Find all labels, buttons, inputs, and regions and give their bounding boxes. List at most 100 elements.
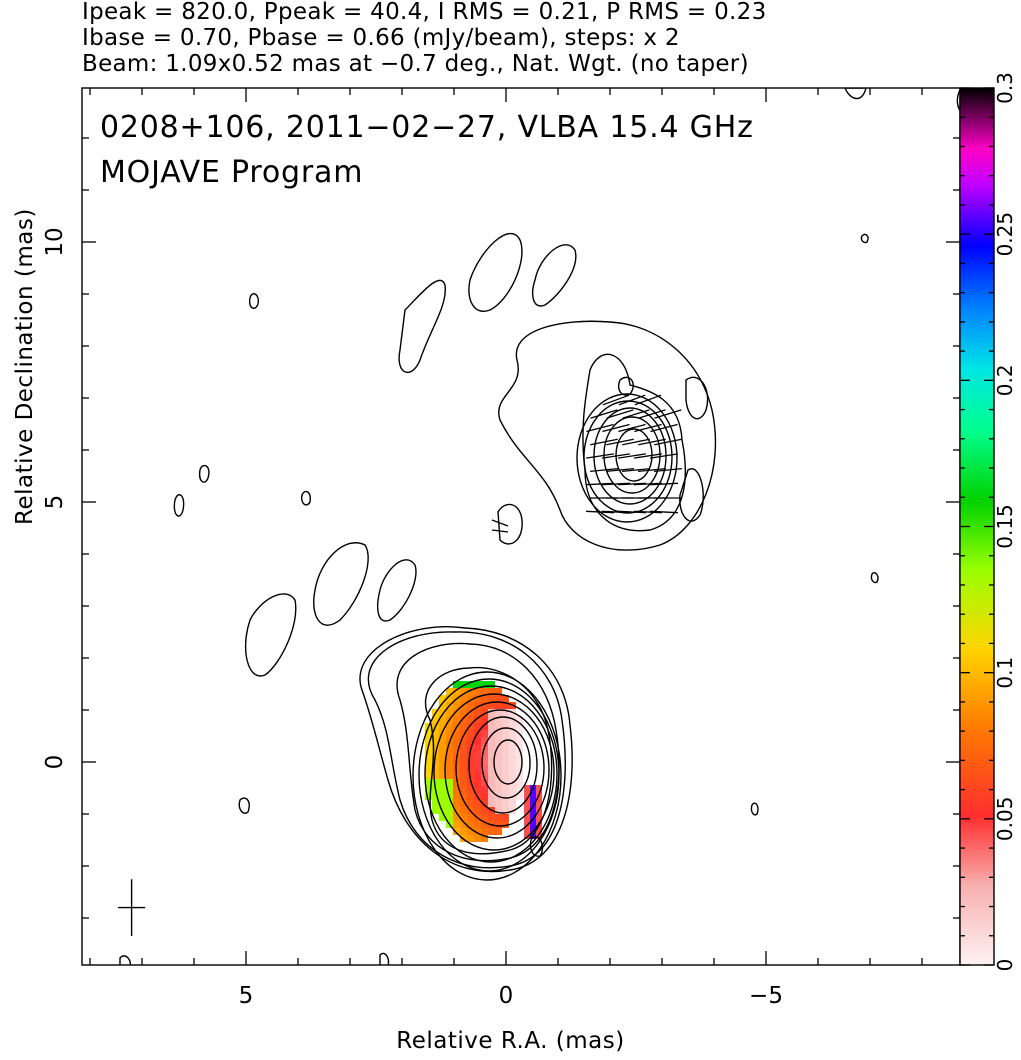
pol-pixel (474, 828, 481, 835)
pol-pixel (439, 779, 446, 786)
pol-pixel (467, 800, 474, 807)
pol-pixel (474, 737, 481, 744)
pol-pixel (467, 828, 474, 835)
evpa-stick (602, 394, 630, 406)
faint-contour (497, 503, 523, 545)
pol-pixel (432, 765, 439, 772)
pol-pixel (524, 815, 530, 821)
pol-pixel (446, 695, 453, 702)
pol-pixel (536, 833, 542, 839)
evpa-stick (590, 438, 618, 446)
faint-contour (750, 802, 759, 816)
pol-pixel (516, 793, 523, 800)
pol-pixel (439, 786, 446, 793)
pol-pixel (432, 779, 439, 786)
pol-pixel (502, 786, 509, 793)
pol-pixel (453, 716, 460, 723)
evpa-stick (618, 423, 646, 433)
core-contour (412, 671, 562, 881)
pol-pixel (439, 716, 446, 723)
pol-pixel (425, 758, 432, 765)
pol-pixel (495, 723, 502, 730)
faint-contour (860, 233, 869, 244)
evpa-stick (586, 423, 614, 433)
pol-pixel (474, 723, 481, 730)
pol-pixel (453, 709, 460, 716)
pol-pixel (439, 737, 446, 744)
core-contour (424, 666, 553, 855)
pol-pixel (488, 758, 495, 765)
pol-pixel (481, 709, 488, 716)
pol-pixel (439, 723, 446, 730)
pol-pixel (446, 744, 453, 751)
pol-pixel (474, 786, 481, 793)
pol-pixel (516, 744, 523, 751)
evpa-stick (586, 453, 614, 459)
jet-contour (679, 468, 704, 522)
pol-pixel (516, 716, 523, 723)
pol-pixel (432, 758, 439, 765)
evpa-stick (622, 409, 650, 419)
pol-pixel (439, 772, 446, 779)
evpa-stick (634, 394, 662, 406)
pol-pixel (516, 751, 523, 758)
pol-pixel (439, 744, 446, 751)
pol-pixel (460, 758, 467, 765)
pol-pixel (446, 765, 453, 772)
pol-pixel (425, 786, 432, 793)
jet-contour (618, 376, 634, 396)
pol-pixel (474, 695, 481, 702)
pol-pixel (432, 772, 439, 779)
pol-pixel (502, 779, 509, 786)
evpa-stick (585, 510, 615, 514)
faint-contour (173, 494, 185, 517)
pol-pixel (453, 688, 460, 695)
pol-pixel (488, 751, 495, 758)
pol-pixel (481, 716, 488, 723)
pol-pixel (467, 723, 474, 730)
pol-pixel (536, 785, 542, 791)
evpa-stick (650, 453, 678, 459)
pol-pixel (488, 702, 495, 709)
pol-pixel (488, 723, 495, 730)
pol-pixel (460, 681, 467, 688)
core-contour (433, 693, 555, 851)
pol-pixel (432, 744, 439, 751)
pol-pixel (446, 688, 453, 695)
colorbar-tick-label: 0.25 (993, 212, 1017, 257)
pol-pixel (502, 716, 509, 723)
pol-pixel (446, 807, 453, 814)
pol-pixel (453, 681, 460, 688)
pol-pixel (439, 793, 446, 800)
y-axis-label: Relative Declination (mas) (12, 208, 38, 525)
pol-pixel (481, 828, 488, 835)
pol-pixel (460, 793, 467, 800)
faint-contour (244, 593, 297, 677)
pol-pixel (474, 716, 481, 723)
pol-pixel (467, 835, 474, 842)
faint-contour (248, 293, 260, 309)
pol-pixel (488, 765, 495, 772)
evpa-stick (633, 482, 663, 486)
pol-pixel (453, 807, 460, 814)
pol-pixel (536, 803, 542, 809)
pol-pixel (481, 681, 488, 688)
pol-pixel (502, 751, 509, 758)
pol-pixel (453, 730, 460, 737)
pol-pixel (509, 800, 516, 807)
pol-pixel (439, 800, 446, 807)
evpa-stick (654, 438, 682, 446)
faint-contour (529, 836, 544, 857)
pol-pixel (467, 702, 474, 709)
header-line-2: Ibase = 0.70, Pbase = 0.66 (mJy/beam), s… (82, 25, 680, 51)
faint-contour (377, 559, 417, 622)
pol-pixel (530, 809, 536, 815)
pol-pixel (425, 751, 432, 758)
pol-pixel (536, 809, 542, 815)
pol-pixel (488, 688, 495, 695)
pol-pixel (446, 772, 453, 779)
pol-pixel (530, 821, 536, 827)
pol-pixel (467, 814, 474, 821)
pol-pixel (439, 751, 446, 758)
pol-pixel (467, 681, 474, 688)
